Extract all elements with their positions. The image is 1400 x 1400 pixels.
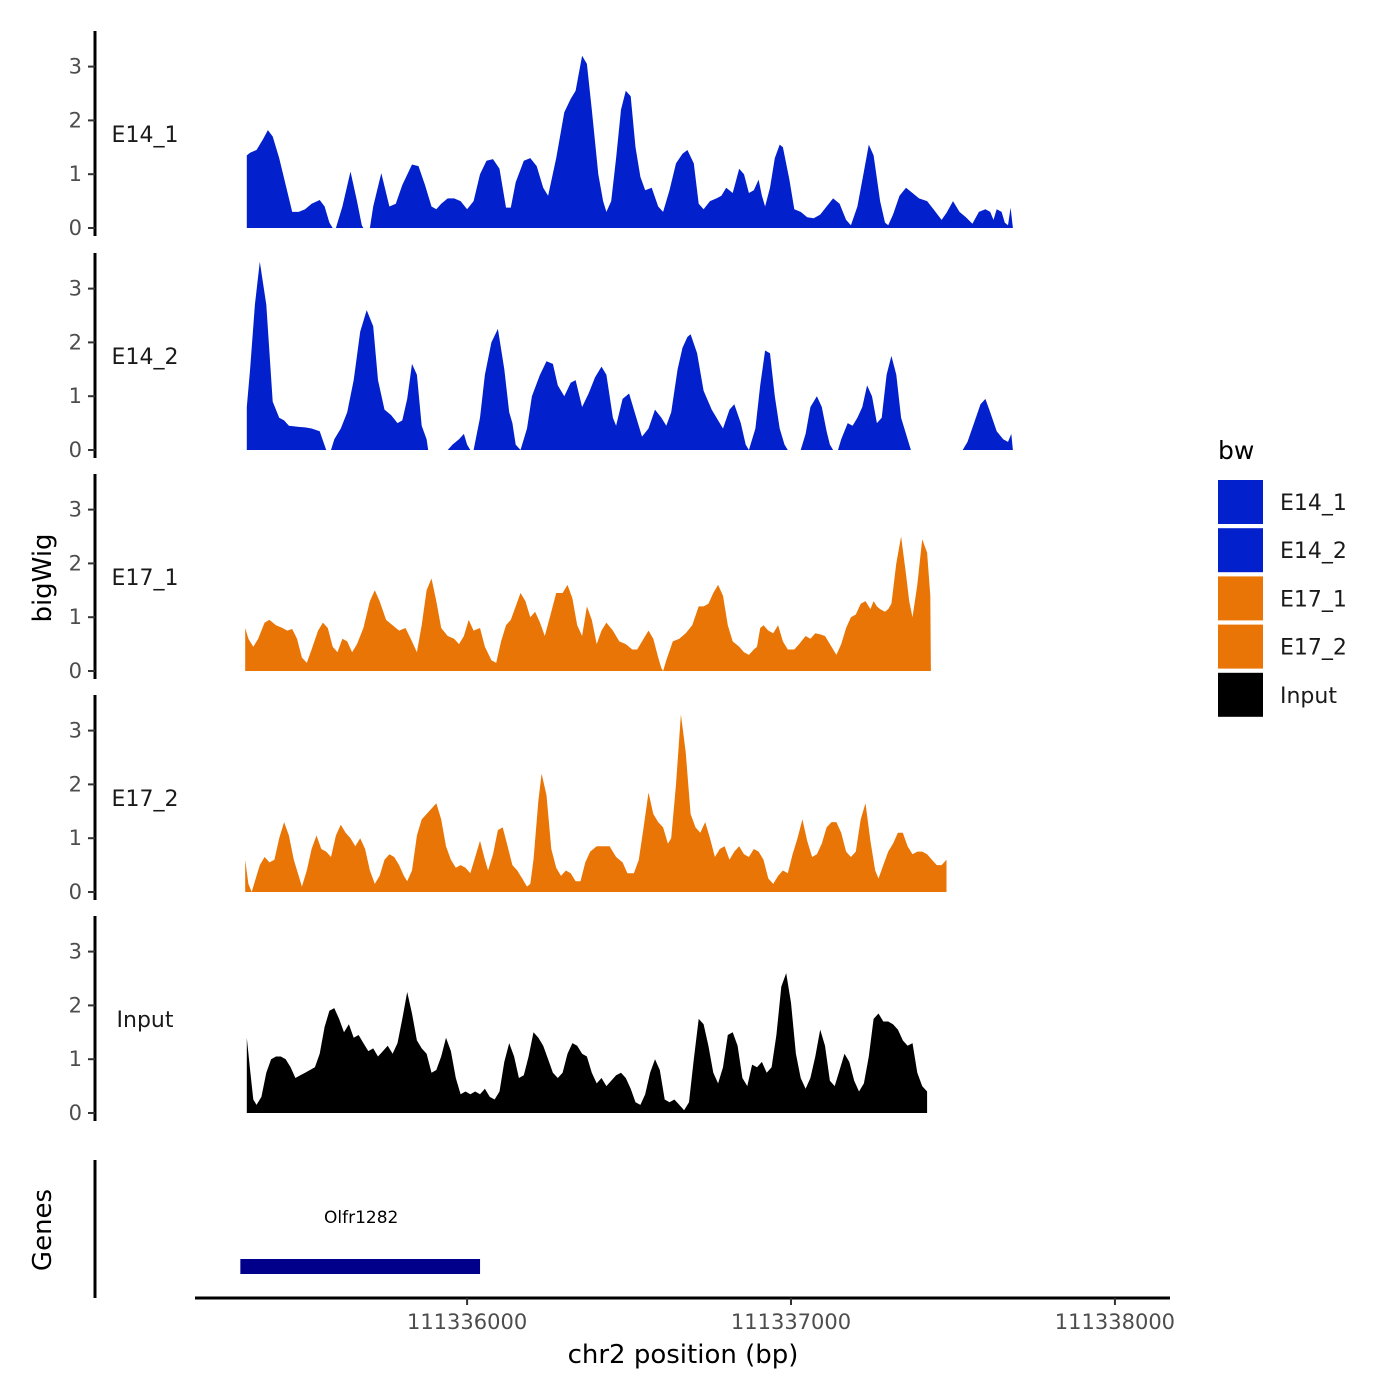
legend-swatch bbox=[1218, 624, 1263, 669]
y-tick-label: 2 bbox=[69, 108, 82, 132]
coverage-area bbox=[246, 55, 1013, 228]
track-e14-1: 0 1 2 3 E14_1 bbox=[69, 31, 1013, 240]
legend-label: E14_2 bbox=[1280, 539, 1347, 564]
coverage-area bbox=[245, 536, 931, 671]
track-e17-1: 0 1 2 3 E17_1 bbox=[69, 474, 931, 683]
y-tick-label: 0 bbox=[69, 438, 82, 462]
y-tick-label: 0 bbox=[69, 659, 82, 683]
y-tick-label: 1 bbox=[69, 1047, 82, 1071]
legend-label: E14_1 bbox=[1280, 491, 1347, 516]
track-input: 0 1 2 3 Input bbox=[69, 916, 928, 1125]
y-tick-label: 3 bbox=[69, 55, 82, 79]
track-label: E14_1 bbox=[112, 123, 179, 148]
y-tick-label: 1 bbox=[69, 605, 82, 629]
x-tick-label: 111338000 bbox=[1055, 1310, 1175, 1334]
legend-label: Input bbox=[1280, 684, 1337, 709]
y-tick-label: 3 bbox=[69, 940, 82, 964]
track-label: E17_2 bbox=[112, 787, 179, 812]
x-axis: 111336000 111337000 111338000 bbox=[195, 1296, 1175, 1334]
legend-label: E17_1 bbox=[1280, 587, 1347, 612]
y-tick-label: 1 bbox=[69, 384, 82, 408]
genes-panel: Olfr1282 bbox=[93, 1160, 481, 1298]
y-tick-label: 1 bbox=[69, 826, 82, 850]
track-e17-2: 0 1 2 3 E17_2 bbox=[69, 695, 947, 904]
coverage-area bbox=[246, 973, 928, 1113]
legend-swatch bbox=[1218, 528, 1263, 573]
track-e14-2: 0 1 2 3 E14_2 bbox=[69, 253, 1013, 462]
y-tick-label: 0 bbox=[69, 216, 82, 240]
y-tick-label: 2 bbox=[69, 551, 82, 575]
y-tick-label: 3 bbox=[69, 719, 82, 743]
track-label: E17_1 bbox=[112, 566, 179, 591]
y-tick-label: 0 bbox=[69, 1101, 82, 1125]
gene-bar bbox=[240, 1259, 481, 1274]
legend-title: bw bbox=[1218, 436, 1254, 465]
legend-swatch bbox=[1218, 480, 1263, 524]
coverage-area bbox=[246, 261, 1013, 450]
y-tick-label: 1 bbox=[69, 162, 82, 186]
track-label: E14_2 bbox=[112, 345, 179, 370]
y-tick-label: 3 bbox=[69, 277, 82, 301]
y-tick-label: 2 bbox=[69, 772, 82, 796]
y-axis-title: bigWig bbox=[28, 533, 58, 622]
coverage-area bbox=[245, 714, 947, 892]
gene-label: Olfr1282 bbox=[324, 1208, 398, 1228]
x-tick-label: 111337000 bbox=[731, 1310, 851, 1334]
y-tick-label: 2 bbox=[69, 330, 82, 354]
legend-label: E17_2 bbox=[1280, 636, 1347, 661]
y-tick-label: 3 bbox=[69, 498, 82, 522]
legend: bw E14_1 E14_2 E17_1 E17_2 Input bbox=[1218, 436, 1347, 717]
legend-swatch bbox=[1218, 576, 1263, 621]
track-label: Input bbox=[117, 1008, 174, 1033]
y-tick-label: 2 bbox=[69, 993, 82, 1017]
x-tick-label: 111336000 bbox=[407, 1310, 527, 1334]
x-axis-title: chr2 position (bp) bbox=[568, 1340, 799, 1370]
y-tick-label: 0 bbox=[69, 880, 82, 904]
tracks-group: 0 1 2 3 E14_1 0 1 2 3 E14_2 0 1 2 3 E17_1 0 1 2 3 E17_2 0 1 2 3… bbox=[69, 31, 1013, 1125]
legend-swatch bbox=[1218, 672, 1263, 717]
genes-axis-title: Genes bbox=[28, 1189, 58, 1271]
